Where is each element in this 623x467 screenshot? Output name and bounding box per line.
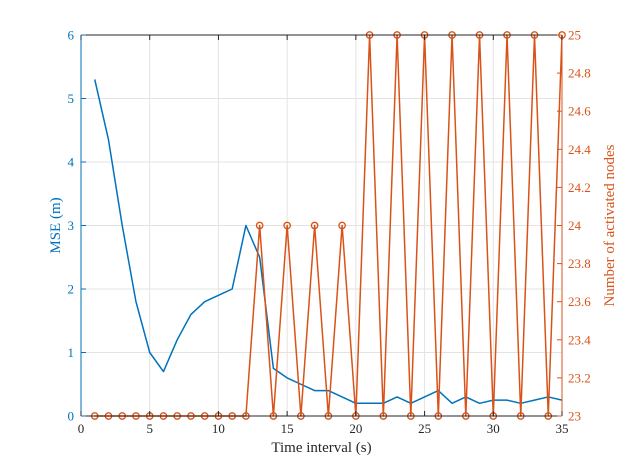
left-y-tick-label: 0 bbox=[68, 409, 75, 424]
right-y-tick-label: 23.8 bbox=[568, 256, 591, 271]
activated-nodes-data-point bbox=[310, 221, 319, 230]
left-y-tick-label: 3 bbox=[68, 218, 75, 233]
right-y-tick-label: 25 bbox=[568, 28, 581, 43]
left-y-tick-label: 5 bbox=[68, 91, 75, 106]
right-y-tick-label: 23.2 bbox=[568, 370, 591, 385]
right-y-tick-label: 24.8 bbox=[568, 66, 591, 81]
activated-nodes-data-point bbox=[255, 221, 264, 230]
grid bbox=[80, 34, 563, 417]
left-y-tick-label: 4 bbox=[68, 155, 75, 170]
activated-nodes-data-point bbox=[283, 221, 291, 230]
left-y-tick-label: 6 bbox=[68, 28, 75, 43]
x-tick-label: 20 bbox=[349, 421, 362, 436]
tick-labels: 0 5 10 15 20 25 30 3501234562323.223.423.623.82… bbox=[68, 28, 592, 437]
right-y-tick-label: 24.2 bbox=[568, 180, 591, 195]
right-y-tick-label: 24.6 bbox=[568, 104, 591, 119]
axes bbox=[80, 34, 563, 417]
x-tick-label: 0 bbox=[78, 421, 85, 436]
activated-nodes-data-point bbox=[338, 221, 346, 230]
right-y-axis-title: Number of activated nodes bbox=[602, 144, 618, 306]
left-y-tick-label: 1 bbox=[68, 345, 75, 360]
right-y-tick-label: 24 bbox=[568, 218, 582, 233]
x-tick-label: 5 bbox=[146, 421, 153, 436]
mse-series-line bbox=[94, 79, 563, 405]
x-tick-label: 30 bbox=[487, 421, 500, 436]
right-y-tick-label: 23 bbox=[568, 409, 581, 424]
x-tick-label: 25 bbox=[418, 421, 431, 436]
right-y-tick-label: 23.6 bbox=[568, 294, 591, 309]
x-tick-label: 15 bbox=[281, 421, 294, 436]
left-y-axis-title: MSE (m) bbox=[48, 197, 64, 253]
left-y-tick-label: 2 bbox=[68, 282, 75, 297]
right-y-tick-label: 23.4 bbox=[568, 332, 591, 347]
x-tick-label: 35 bbox=[556, 421, 569, 436]
right-y-tick-label: 24.4 bbox=[568, 142, 591, 157]
x-axis-title: Time interval (s) bbox=[271, 440, 371, 456]
x-tick-label: 10 bbox=[212, 421, 225, 436]
